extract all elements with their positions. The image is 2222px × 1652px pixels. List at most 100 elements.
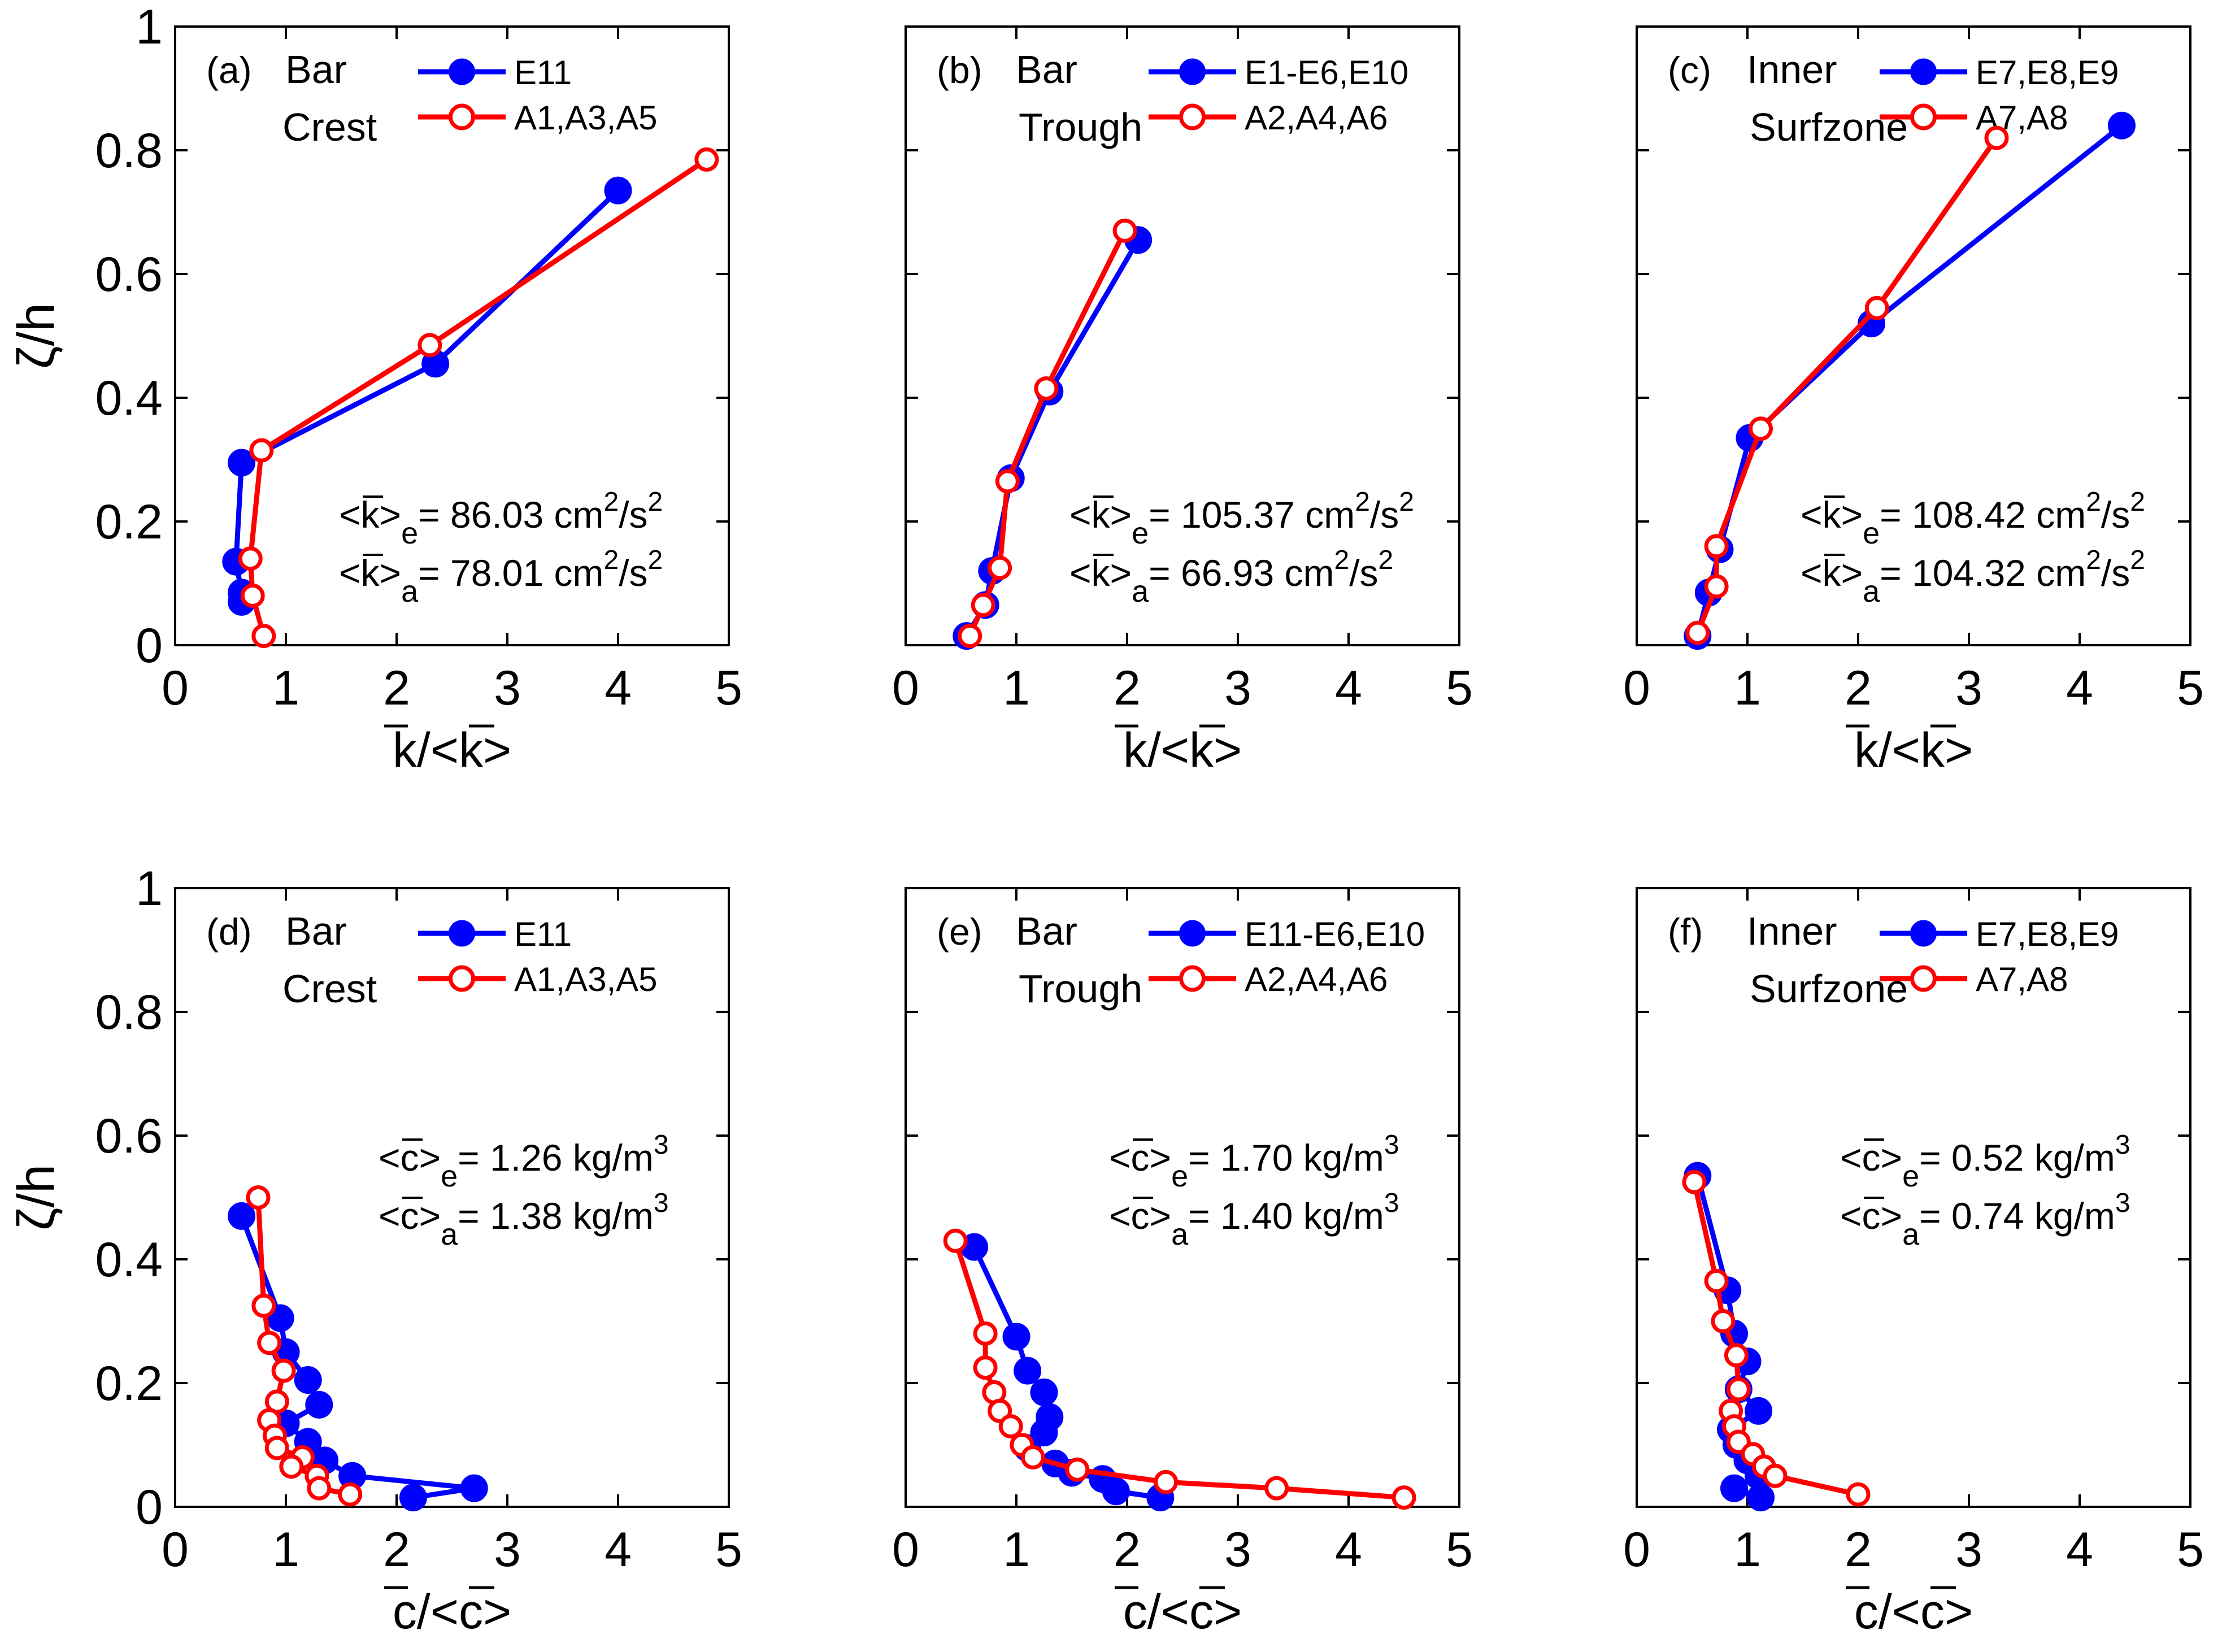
- x-axis-label: k/<k>: [1854, 723, 1973, 777]
- data-point: [1747, 1484, 1775, 1512]
- data-point: [1154, 1470, 1179, 1494]
- legend-label: E7,E8,E9: [1976, 54, 2119, 92]
- y-tick-label: 0.4: [95, 1233, 163, 1287]
- data-point: [264, 1436, 289, 1460]
- annotation-bracket: >: [419, 1137, 441, 1179]
- data-point: [1014, 1357, 1042, 1385]
- x-tick-label: 5: [715, 1523, 742, 1577]
- legend-marker: [1910, 965, 1937, 992]
- data-point: [958, 624, 982, 649]
- panel-c: 0 1 2 3 4 5k/<k>(c) InnerSurfzoneE7,E8,E9A7,A8…: [1623, 25, 2204, 777]
- panel-title-line-1: Inner: [1747, 47, 1837, 92]
- mean-annotation: <c>e= 0.52 kg/m3: [1840, 1130, 2130, 1193]
- x-tick-label: 3: [1955, 661, 1982, 715]
- annotation-value: = 78.01 cm: [418, 552, 603, 594]
- annotation-subscript: e: [441, 1159, 458, 1193]
- annotation-exponent: 2: [648, 545, 663, 575]
- annotation-exponent: 3: [1384, 1130, 1399, 1160]
- annotation-unit: /s: [2101, 494, 2130, 536]
- annotation-exponent: 2: [1399, 487, 1414, 517]
- x-tick-label: 3: [1955, 1523, 1982, 1577]
- annotation-value: = 86.03 cm: [418, 494, 603, 536]
- data-point: [988, 555, 1012, 580]
- x-axis-label: c/<c>: [1854, 1585, 1973, 1639]
- legend-marker: [449, 103, 475, 131]
- mean-annotation: <c>a= 0.74 kg/m3: [1840, 1188, 2130, 1251]
- data-point: [943, 1228, 968, 1253]
- x-tick-label: 4: [2066, 661, 2093, 715]
- annotation-subscript: e: [1902, 1159, 1919, 1193]
- annotation-subscript: a: [1863, 575, 1880, 608]
- data-point: [257, 1331, 282, 1355]
- annotation-subscript: e: [1171, 1159, 1188, 1193]
- mean-annotation: <c>a= 1.40 kg/m3: [1109, 1188, 1399, 1251]
- data-point: [2107, 111, 2136, 140]
- panel-d: 0 0.2 0.4 0.6 0.8 1 0 1 2 3 4 5 c/<c> ζ/h (d) Bar Crest E…: [7, 862, 742, 1639]
- annotation-bracket: >: [1110, 494, 1132, 536]
- panel-title-line-1: Bar: [1016, 47, 1077, 92]
- y-tick-label: 0.8: [95, 124, 163, 178]
- data-point: [1030, 1419, 1058, 1447]
- x-tick-label: 5: [2177, 1523, 2204, 1577]
- annotation-exponent: 3: [2115, 1130, 2130, 1160]
- data-point: [294, 1366, 322, 1394]
- y-tick-label: 0.4: [95, 371, 163, 425]
- y-tick-label: 0.8: [95, 985, 163, 1040]
- annotation-subscript: a: [1902, 1218, 1920, 1251]
- y-tick-label: 0: [136, 619, 163, 673]
- annotation-exponent: 2: [1355, 487, 1370, 517]
- annotation-value: = 0.74 kg/m: [1919, 1195, 2115, 1237]
- annotation-symbol: c: [1862, 1195, 1881, 1237]
- legend-label: A1,A3,A5: [514, 99, 658, 137]
- panel-label: (c): [1668, 49, 1711, 91]
- data-point: [1711, 1309, 1736, 1333]
- data-point: [1112, 218, 1137, 243]
- annotation-bracket: <: [379, 1195, 401, 1237]
- data-point: [1984, 125, 2009, 150]
- annotation-bracket: >: [380, 494, 402, 536]
- annotation-bracket: >: [419, 1195, 441, 1237]
- data-point: [338, 1482, 363, 1507]
- data-point: [418, 333, 442, 358]
- data-point: [1034, 376, 1059, 401]
- y-tick-label: 0: [136, 1480, 163, 1534]
- mean-annotation: <k>a= 104.32 cm2/s2: [1801, 545, 2145, 608]
- legend-label: A2,A4,A6: [1245, 960, 1388, 998]
- data-point: [228, 449, 256, 477]
- x-tick-label: 0: [892, 1523, 919, 1577]
- annotation-symbol: k: [1092, 494, 1111, 536]
- annotation-symbol: k: [361, 552, 380, 594]
- annotation-bracket: <: [379, 1137, 401, 1179]
- annotation-exponent: 2: [604, 545, 619, 575]
- axes-frame: [174, 25, 730, 646]
- axes-frame: [905, 887, 1460, 1508]
- annotation-bracket: >: [380, 552, 402, 594]
- annotation-value: = 105.37 cm: [1149, 494, 1355, 536]
- axes-frame: [1636, 25, 2191, 646]
- y-axis-label: ζ/h: [7, 303, 65, 369]
- axes-frame: [174, 887, 730, 1508]
- annotation-exponent: 3: [1384, 1188, 1399, 1218]
- annotation-bracket: <: [1069, 494, 1092, 536]
- legend-label: A2,A4,A6: [1245, 99, 1388, 137]
- data-point: [971, 593, 995, 618]
- annotation-subscript: a: [1132, 575, 1149, 608]
- annotation-bracket: <: [1069, 552, 1092, 594]
- data-point: [1685, 620, 1710, 645]
- data-point: [1264, 1476, 1289, 1501]
- legend-marker: [449, 965, 475, 992]
- data-point: [1102, 1477, 1130, 1506]
- data-point: [460, 1474, 488, 1502]
- data-point: [1726, 1377, 1751, 1402]
- legend-marker: [1910, 920, 1937, 947]
- legend-marker: [1910, 103, 1937, 131]
- data-point: [1846, 1482, 1871, 1507]
- annotation-subscript: e: [1132, 516, 1149, 550]
- data-point: [279, 1454, 304, 1479]
- data-point: [995, 469, 1020, 494]
- annotation-bracket: >: [1150, 1137, 1172, 1179]
- panel-title-line-2: Trough: [1019, 105, 1142, 149]
- x-tick-label: 4: [605, 661, 632, 715]
- annotation-symbol: c: [1862, 1137, 1881, 1179]
